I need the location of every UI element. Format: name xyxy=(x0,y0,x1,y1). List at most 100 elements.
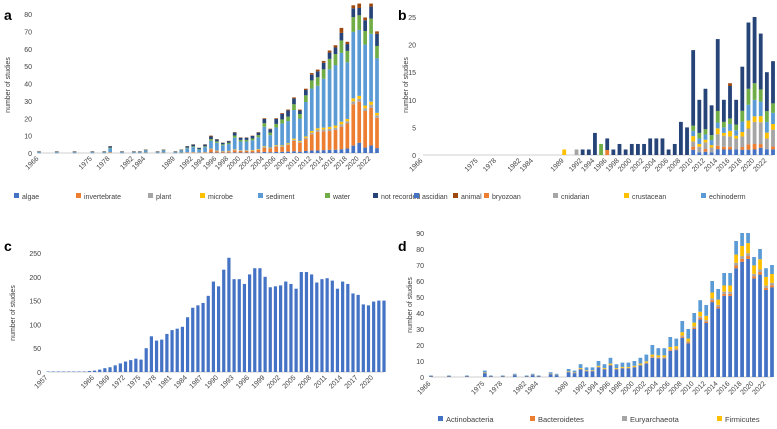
panel-a-bar-segment xyxy=(274,118,279,124)
panel-c-bar xyxy=(154,340,159,372)
panel-a-bar-segment xyxy=(250,152,255,153)
panel-b-bar-segment xyxy=(721,149,726,155)
panel-c-x-tick-label: 1993 xyxy=(220,374,236,390)
panel-a-bar-segment xyxy=(250,140,255,150)
panel-a-bar-segment xyxy=(215,151,219,153)
panel-d-bar-segment xyxy=(656,357,661,358)
panel-b-bar-segment xyxy=(758,89,763,102)
panel-d-legend-swatch xyxy=(717,416,722,421)
panel-a-bar-segment xyxy=(256,135,261,138)
panel-a-bar-segment xyxy=(280,119,284,124)
panel-a-bar-segment xyxy=(108,147,112,149)
panel-a-bar-segment xyxy=(351,8,356,18)
panel-a-bar-segment xyxy=(209,135,213,137)
panel-d-bar-segment xyxy=(578,369,583,377)
panel-d-bar-segment xyxy=(632,361,637,366)
panel-a-bar-segment xyxy=(191,147,196,152)
panel-a-bar-segment xyxy=(351,5,356,9)
panel-a-bar-segment xyxy=(304,139,308,152)
panel-a-bar-segment xyxy=(280,123,284,146)
panel-b-legend-swatch xyxy=(484,193,489,198)
panel-a-bar-segment xyxy=(327,50,332,53)
panel-b-bar-segment xyxy=(691,141,696,147)
panel-d-bar-segment xyxy=(698,319,703,377)
panel-d-bar-segment xyxy=(482,370,487,373)
panel-b-bar-segment xyxy=(758,116,763,123)
panel-a-bar-segment xyxy=(339,27,344,33)
panel-d-bar-segment xyxy=(644,354,649,362)
panel-a-bar-segment xyxy=(315,150,320,153)
panel-a-bar-segment xyxy=(298,142,302,152)
panel-c-bar xyxy=(299,272,303,372)
panel-d-bar-segment xyxy=(680,321,685,333)
panel-d-bar-segment xyxy=(608,363,613,365)
panel-a-bar-segment xyxy=(339,149,344,153)
panel-b-bar-segment xyxy=(715,122,720,129)
panel-c-bar xyxy=(113,365,117,372)
panel-d-bar-segment xyxy=(692,322,697,327)
panel-b-bar-segment xyxy=(728,136,732,147)
panel-a-bar-segment xyxy=(274,118,279,119)
panel-a-bar-segment xyxy=(232,152,237,153)
panel-d-x-tick-label: 1984 xyxy=(524,380,540,396)
panel-a-bar-segment xyxy=(286,143,290,145)
panel-a-bar-segment xyxy=(203,147,207,152)
panel-b-bar-segment xyxy=(691,149,696,155)
panel-b-bar-segment xyxy=(734,99,739,125)
panel-d-label: d xyxy=(398,238,407,254)
panel-c-x-tick-label: 1990 xyxy=(204,374,220,390)
panel-a-legend-label: sediment xyxy=(266,194,294,201)
panel-a-bar-segment xyxy=(345,41,350,45)
panel-a-bar-segment xyxy=(54,151,59,153)
panel-b-bar-segment xyxy=(771,112,775,125)
panel-b-bar-segment xyxy=(734,138,739,150)
panel-b-bar-segment xyxy=(703,139,708,143)
panel-c-x-tick-label: 2020 xyxy=(359,374,375,390)
panel-c-bar xyxy=(211,281,216,372)
panel-d-y-axis-title: number of studies xyxy=(407,277,414,333)
panel-a-bar-segment xyxy=(375,115,379,118)
panel-b-bar-segment xyxy=(740,132,745,137)
panel-b-bar-segment xyxy=(715,128,720,135)
panel-a-bar-segment xyxy=(280,113,284,120)
panel-b-bar-segment xyxy=(660,138,665,155)
panel-a-bar-segment xyxy=(309,150,314,153)
panel-a-legend-swatch xyxy=(325,193,330,198)
panel-a-bar-segment xyxy=(304,88,308,91)
panel-b-bar-segment xyxy=(728,83,732,86)
panel-b-bar-segment xyxy=(715,110,720,123)
panel-a-bar-segment xyxy=(280,145,284,147)
panel-a-bar-segment xyxy=(274,146,279,152)
panel-a-bar-segment xyxy=(375,31,379,34)
panel-b-bar-segment xyxy=(758,101,763,117)
panel-b-bar-segment xyxy=(746,104,751,121)
panel-a-bar-segment xyxy=(274,145,279,146)
panel-a-bar-segment xyxy=(315,131,320,151)
panel-a-bar-segment xyxy=(321,150,326,153)
panel-d-bar-segment xyxy=(710,281,715,293)
panel-b-bar-segment xyxy=(771,103,775,113)
panel-c-bar xyxy=(144,348,148,372)
panel-d-bar-segment xyxy=(465,376,469,377)
panel-a-bar-segment xyxy=(298,114,302,119)
panel-d-bar-segment xyxy=(758,272,762,275)
panel-b-bar-segment xyxy=(764,132,769,139)
panel-d-legend-label: Euryarchaeota xyxy=(630,415,680,424)
panel-b-bar-segment xyxy=(703,142,708,150)
panel-d-bar-segment xyxy=(554,373,559,375)
panel-d-bar-segment xyxy=(674,338,679,347)
panel-a-bar-segment xyxy=(351,17,356,32)
panel-c-bar xyxy=(248,274,252,372)
panel-d-bar-segment xyxy=(608,357,613,364)
panel-d-bar-segment xyxy=(758,269,762,273)
panel-d-bar-segment xyxy=(644,363,649,377)
panel-b-bar-segment xyxy=(617,143,622,155)
panel-a-bar-segment xyxy=(357,7,362,16)
panel-d-bar-segment xyxy=(554,375,559,377)
panel-a-bar-segment xyxy=(309,74,314,81)
panel-c-bar xyxy=(372,301,376,372)
panel-a-bar-segment xyxy=(369,33,373,102)
panel-c-bar xyxy=(253,268,257,372)
panel-b-bar-segment xyxy=(764,149,769,155)
panel-c-bar xyxy=(346,283,350,372)
